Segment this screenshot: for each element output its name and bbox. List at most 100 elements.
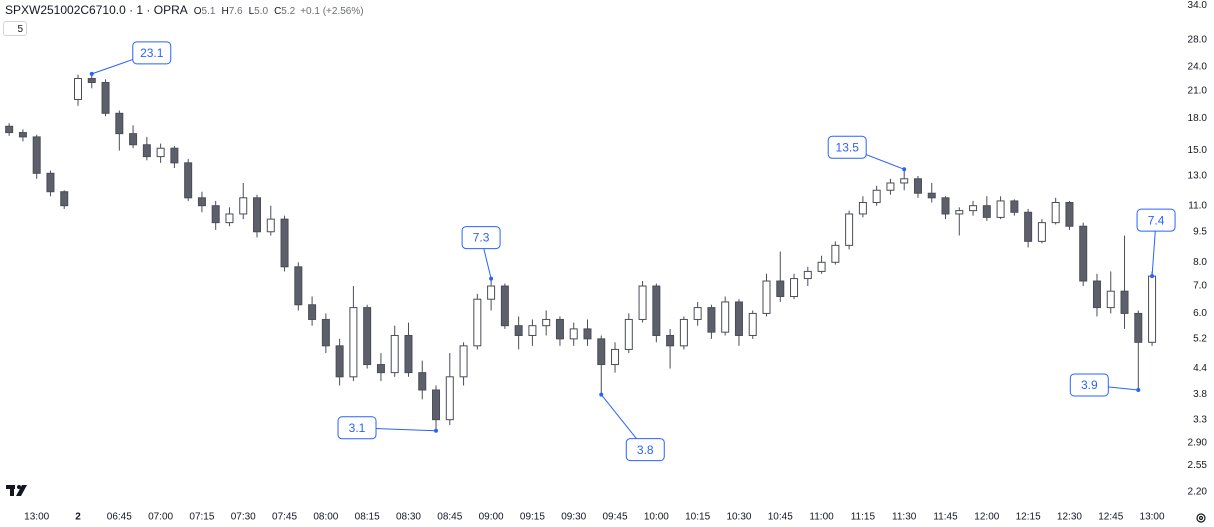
ohlc-value: 7.6	[228, 6, 243, 17]
ohlc-key: C	[274, 6, 282, 17]
candle-body	[845, 213, 854, 246]
candle-body	[900, 178, 909, 184]
candle-body	[280, 218, 289, 268]
candle-body	[996, 200, 1005, 218]
annotation-box	[461, 226, 501, 250]
candle-body	[253, 197, 262, 233]
x-tick-label: 13:00	[1140, 512, 1165, 523]
candle-body	[197, 197, 206, 207]
annotation-box	[625, 438, 665, 462]
annotation-dot	[902, 167, 907, 172]
candle-body	[363, 307, 372, 366]
annotation-box	[1069, 373, 1109, 397]
annotation-dot	[599, 392, 604, 397]
candle-body	[1065, 202, 1074, 227]
x-tick-label: 12:00	[974, 512, 999, 523]
candle-body	[46, 172, 55, 193]
candle-body	[1010, 200, 1019, 213]
annotation-label: 3.9	[1081, 378, 1098, 392]
candle-body	[734, 301, 743, 336]
candle-body	[762, 280, 771, 314]
candle-body	[335, 345, 344, 378]
candle-body	[1092, 280, 1101, 309]
candle-body	[129, 133, 138, 146]
candle-body	[101, 82, 110, 114]
candle-body	[32, 136, 41, 174]
x-tick-label: 07:00	[148, 512, 173, 523]
x-tick-label: 08:00	[313, 512, 338, 523]
x-tick-label: 11:15	[851, 512, 876, 523]
candle-body	[831, 244, 840, 263]
x-tick-label: 06:45	[107, 512, 132, 523]
candle-body	[18, 132, 27, 138]
candle-body	[748, 312, 757, 336]
candle-body	[60, 191, 69, 207]
y-tick-label: 3.3	[1193, 414, 1207, 425]
x-tick-label: 08:15	[355, 512, 380, 523]
annotation-dot	[1150, 274, 1155, 279]
candle-body	[1134, 312, 1143, 343]
candle-body	[404, 334, 413, 374]
y-tick-label: 7.0	[1193, 281, 1207, 292]
x-tick-label: 07:45	[272, 512, 297, 523]
y-tick-label: 11.0	[1188, 200, 1207, 211]
candle-body	[500, 285, 509, 327]
x-tick-label: 07:15	[189, 512, 214, 523]
candle-body	[142, 144, 151, 158]
candle-body	[225, 213, 234, 224]
y-tick-label: 18.0	[1188, 113, 1208, 124]
annotation-dot	[89, 71, 94, 76]
candle-body	[5, 125, 14, 134]
candle-body	[542, 318, 551, 327]
candle-body	[390, 334, 399, 374]
candle-body	[74, 78, 82, 100]
candle-body	[432, 389, 441, 421]
y-tick-label: 34.0	[1188, 0, 1208, 11]
candle-body	[87, 78, 96, 84]
candle-body	[514, 325, 523, 336]
interval: 5	[17, 24, 23, 35]
candle-body	[982, 205, 991, 218]
candle-body	[624, 318, 633, 350]
candle-body	[1024, 211, 1033, 242]
annotation-label: 3.8	[637, 443, 654, 457]
ohlc-key: H	[221, 6, 229, 17]
candle-body	[528, 325, 537, 336]
y-tick-label: 5.2	[1193, 333, 1207, 344]
candle-body	[969, 205, 978, 212]
y-tick-label: 3.8	[1193, 389, 1207, 400]
annotation-label: 3.1	[349, 421, 366, 435]
candle-body	[266, 218, 275, 233]
x-tick-label: 2	[75, 512, 81, 523]
ohlc-value: 5.1	[201, 6, 216, 17]
x-tick-label: 10:45	[768, 512, 793, 523]
y-tick-label: 28.0	[1188, 34, 1208, 45]
x-tick-label: 13:00	[24, 512, 49, 523]
candle-body	[555, 318, 564, 340]
settings-icon[interactable]	[1196, 513, 1206, 523]
candle-body	[707, 307, 716, 333]
interval-button[interactable]: 5	[3, 21, 27, 36]
candle-body	[886, 182, 895, 191]
candle-body	[156, 147, 165, 158]
candle-body	[721, 301, 730, 333]
candle-body	[1106, 290, 1115, 309]
annotation-dot	[1136, 387, 1141, 392]
candle-body	[611, 348, 620, 366]
candle-body	[941, 197, 950, 215]
symbol: SPXW251002C6710.0 · 1 · OPRA	[5, 3, 188, 17]
candle-body	[817, 261, 826, 272]
candle-body	[349, 307, 358, 378]
x-tick-label: 09:45	[603, 512, 628, 523]
x-tick-label: 11:00	[809, 512, 834, 523]
x-tick-label: 12:45	[1098, 512, 1123, 523]
candle-body	[872, 189, 881, 204]
y-tick-label: 8.0	[1193, 257, 1207, 268]
legend-header: SPXW251002C6710.0 · 1 · OPRA O5.1 H7.6 L5.0…	[5, 3, 364, 17]
candle-body	[597, 338, 606, 366]
candle-body	[1051, 202, 1060, 224]
candle-body	[459, 345, 468, 378]
y-tick-label: 4.4	[1193, 363, 1207, 374]
y-tick-label: 15.0	[1188, 145, 1208, 156]
